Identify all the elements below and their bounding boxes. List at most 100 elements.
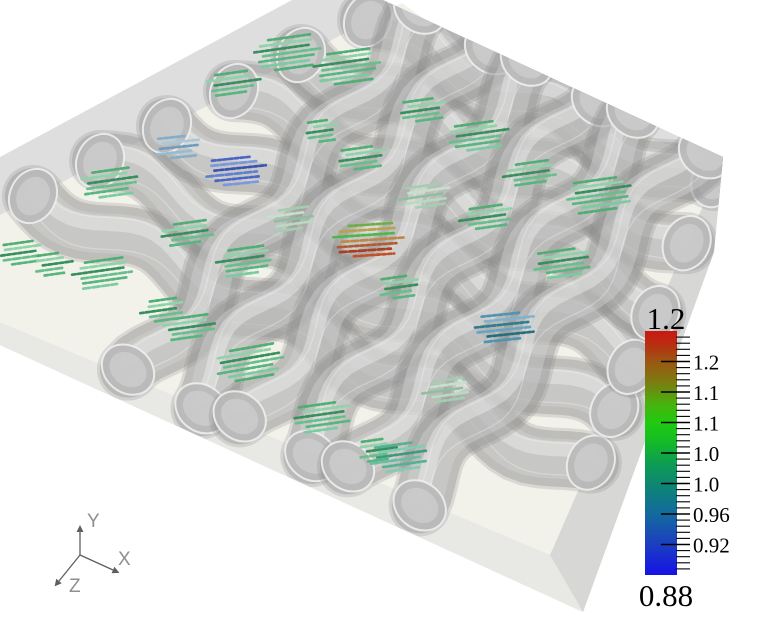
yarn-x-yarns-2 <box>136 95 663 398</box>
yarn-highlight <box>226 73 663 311</box>
streamline-row <box>467 207 513 216</box>
streamline-cluster-25 <box>293 400 351 434</box>
streamline-row <box>467 217 512 226</box>
yarn-contour-line <box>419 168 706 522</box>
streamline-row <box>571 194 629 206</box>
streamline-row <box>216 362 276 376</box>
streamline-row <box>91 166 130 175</box>
yarn-highlight <box>232 43 535 414</box>
yarn-highlight <box>340 95 641 464</box>
yarn-contour-line <box>367 35 716 197</box>
yarn-body <box>5 168 619 491</box>
streamline-row <box>227 367 280 379</box>
streamline-cluster-1 <box>312 47 382 86</box>
yarn-end-cap-core <box>292 438 330 474</box>
streamline-row <box>483 315 535 323</box>
streamline-row <box>80 270 134 280</box>
streamline-row <box>213 77 262 87</box>
streamline-row <box>81 282 119 291</box>
yarn-body <box>281 35 707 264</box>
yarn-highlight <box>25 178 599 461</box>
streamline-row <box>223 248 269 258</box>
yarn-body <box>273 27 715 272</box>
yarn-contour-line <box>32 179 592 448</box>
color-legend[interactable]: 1.2 0.92 0.96 1.0 1.0 1.1 1.1 1.2 0.88 <box>639 301 730 613</box>
streamline-cluster-19 <box>397 182 451 209</box>
colorbar-tick-label: 1.2 <box>693 351 719 375</box>
yarn-contour-line <box>32 211 592 480</box>
streamline-row <box>98 191 134 199</box>
streamline-row <box>161 318 208 327</box>
streamline-row <box>572 175 618 185</box>
yarn-end-cap <box>630 285 681 342</box>
streamline-row <box>305 419 351 429</box>
yarn-highlight <box>159 108 640 365</box>
streamline-row <box>214 254 265 264</box>
yarn-body <box>399 133 723 526</box>
yarn-body <box>97 0 451 401</box>
streamline-row <box>219 351 281 365</box>
streamline-row <box>43 271 66 277</box>
streamline-row <box>212 163 268 173</box>
streamline-row <box>224 258 274 268</box>
yarn-body <box>170 18 522 440</box>
streamline-row <box>83 186 129 196</box>
streamline-cluster-28 <box>420 376 470 403</box>
streamline-row <box>83 256 124 265</box>
streamline-row <box>293 409 346 420</box>
streamline-row <box>148 311 184 319</box>
streamline-row <box>537 255 590 266</box>
streamline-row <box>169 240 202 247</box>
streamline-row <box>414 202 446 209</box>
streamline-row <box>360 437 385 444</box>
axis-arrowhead-y-icon <box>76 525 84 532</box>
streamline-row <box>274 226 303 233</box>
yarn-body <box>108 0 440 390</box>
colorbar-tick-label: 0.96 <box>693 503 730 527</box>
streamline-row <box>153 316 180 323</box>
yarn-end-cap-core <box>614 347 649 387</box>
colorbar-tick-label: 1.0 <box>693 442 719 466</box>
streamline-row <box>273 214 316 223</box>
streamline-row <box>266 32 312 42</box>
yarn-highlight <box>92 143 622 408</box>
streamline-row <box>431 376 463 384</box>
streamline-row <box>384 282 421 291</box>
streamline-row <box>214 90 248 98</box>
yarn-end-cap-core <box>401 487 439 524</box>
yarn-contour-line <box>233 74 656 298</box>
streamline-row <box>222 355 285 369</box>
streamline-row <box>171 233 215 242</box>
streamline-row <box>319 51 374 62</box>
streamline-row <box>359 441 390 449</box>
streamline-row <box>468 203 505 211</box>
woven-yarns-group <box>0 0 723 537</box>
yarn-contour-line <box>166 141 633 384</box>
streamline-row <box>436 396 465 403</box>
colorbar-body: 0.92 0.96 1.0 1.0 1.1 1.1 1.2 <box>645 331 730 575</box>
yarn-contour-line <box>419 136 706 490</box>
streamline-row <box>514 179 547 187</box>
yarn-body <box>283 73 626 485</box>
streamline-row <box>407 100 448 109</box>
streamline-cluster-2 <box>205 69 262 98</box>
streamline-row <box>302 404 350 414</box>
colorbar-tick-label: 0.92 <box>693 534 730 558</box>
streamline-cluster-26 <box>359 437 398 463</box>
streamline-row <box>318 137 339 143</box>
streamline-row <box>227 244 265 252</box>
streamline-row <box>420 386 464 395</box>
colorbar-min-label: 0.88 <box>639 578 693 613</box>
yarn-body <box>100 0 448 398</box>
streamline-row <box>455 127 510 138</box>
yarn-body <box>391 125 723 534</box>
streamline-cluster-23 <box>161 312 217 342</box>
streamline-row <box>458 213 507 223</box>
streamline-row <box>448 134 502 144</box>
streamline-row <box>155 149 193 156</box>
streamline-row <box>340 144 374 152</box>
axis-label-x: X <box>118 549 131 570</box>
yarn-body <box>320 84 661 495</box>
